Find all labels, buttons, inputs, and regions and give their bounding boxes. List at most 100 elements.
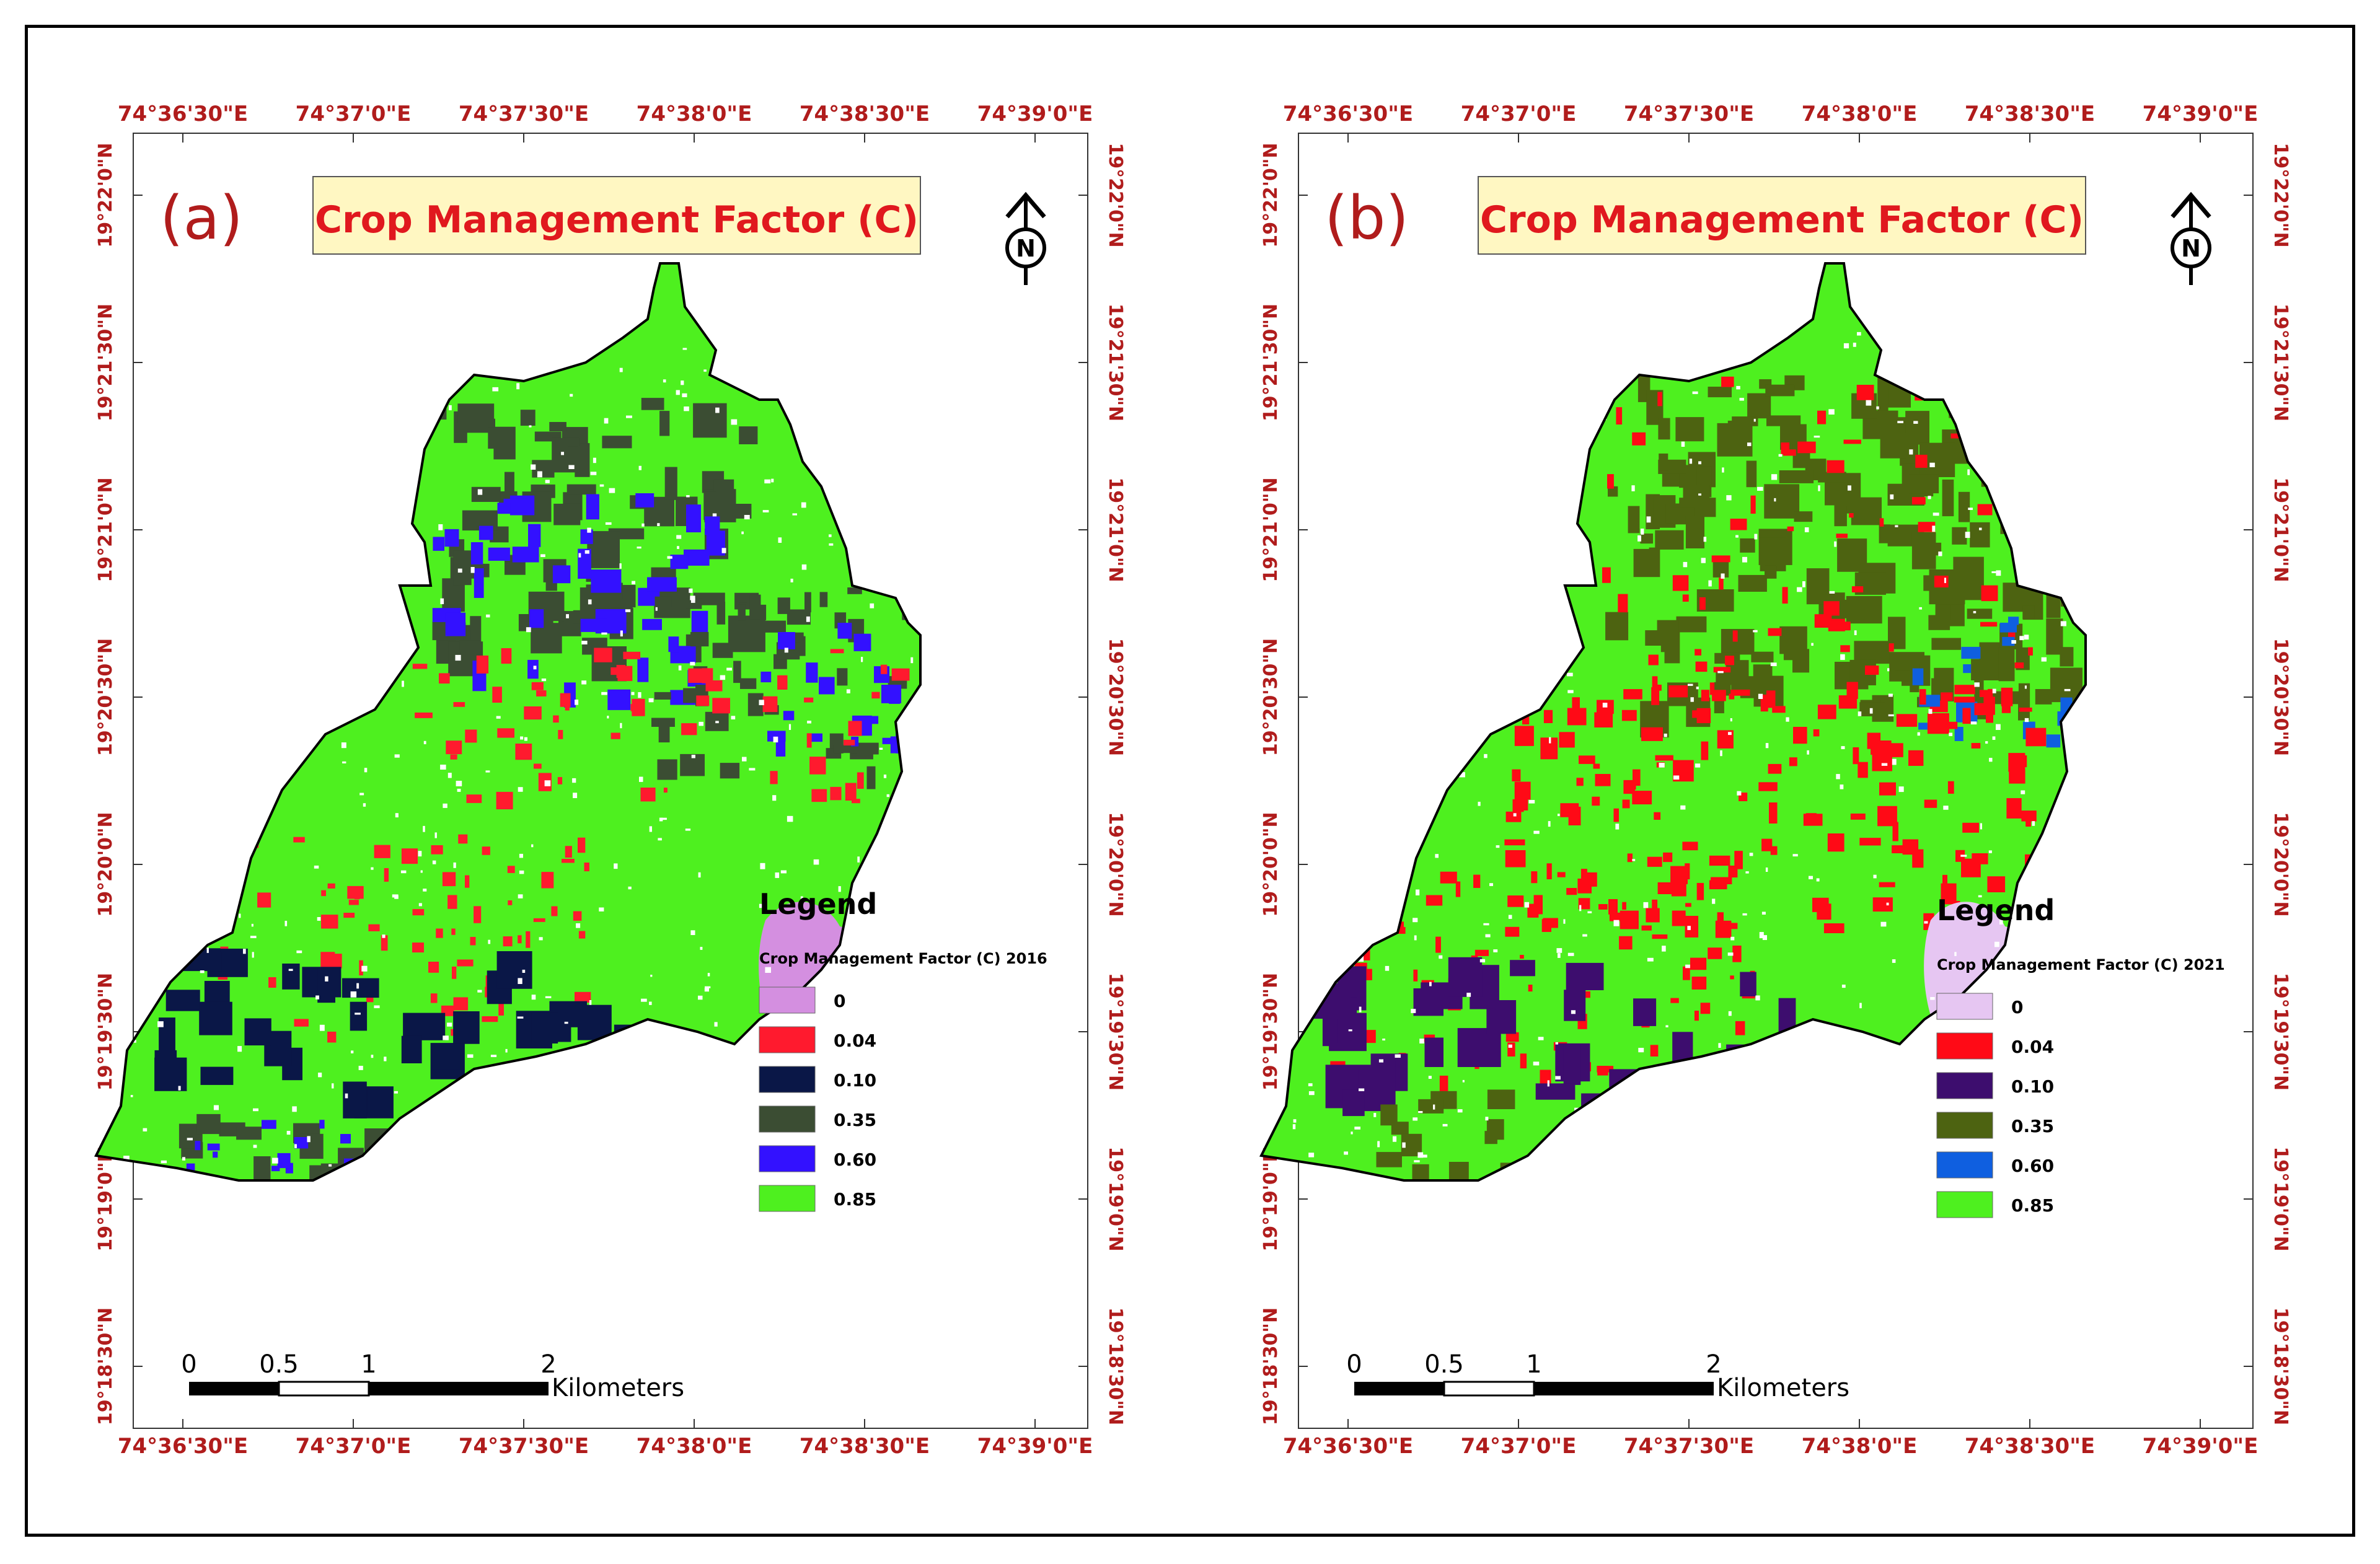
landcover-patch-0.04 xyxy=(1696,882,1704,900)
landcover-base-0.85 xyxy=(1261,263,2086,1180)
landcover-patch-0.35 xyxy=(690,631,709,647)
landcover-nodata-speck xyxy=(342,761,346,763)
landcover-nodata-speck xyxy=(1967,469,1970,475)
landcover-patch-0.04 xyxy=(1896,714,1918,727)
landcover-patch-0.04 xyxy=(498,998,504,1016)
landcover-patch-0.04 xyxy=(401,848,418,864)
landcover-patch-0.04 xyxy=(845,783,857,801)
landcover-nodata-speck xyxy=(1970,721,1977,725)
landcover-nodata-speck xyxy=(123,1156,130,1161)
landcover-patch-0.10 xyxy=(244,1018,271,1046)
landcover-patch-0.04 xyxy=(551,906,558,916)
landcover-patch-0.04 xyxy=(848,721,862,736)
landcover-nodata-speck xyxy=(1290,672,1294,675)
landcover-patch-0.04 xyxy=(1585,991,1590,998)
landcover-patch-0.04 xyxy=(1889,643,1894,652)
landcover-patch-0.60 xyxy=(580,529,593,544)
landcover-nodata-speck xyxy=(1954,952,1957,956)
landcover-nodata-speck xyxy=(1685,964,1690,969)
landcover-nodata-speck xyxy=(182,1157,185,1161)
landcover-patch-0.60 xyxy=(1912,668,1924,685)
landcover-patch-0.04 xyxy=(1919,689,1926,705)
landcover-nodata-speck xyxy=(1587,911,1592,913)
landcover-patch-0.04 xyxy=(1962,708,1971,724)
landcover-patch-0.04 xyxy=(1595,774,1611,786)
landcover-nodata-speck xyxy=(518,787,523,792)
landcover-patch-0.04 xyxy=(458,834,468,844)
landcover-nodata-speck xyxy=(443,1035,449,1040)
landcover-patch-0.04 xyxy=(503,936,513,947)
landcover-nodata-speck xyxy=(1999,918,2003,925)
landcover-patch-0.35 xyxy=(1608,486,1618,497)
landcover-patch-0.04 xyxy=(696,695,710,706)
landcover-patch-0.04 xyxy=(1892,822,1898,841)
landcover-nodata-speck xyxy=(315,995,319,999)
landcover-nodata-speck xyxy=(2024,635,2029,640)
landcover-patch-0.04 xyxy=(1633,769,1641,786)
landcover-patch-0.04 xyxy=(1735,1021,1745,1035)
landcover-patch-0.60 xyxy=(433,537,444,551)
landcover-patch-0.60 xyxy=(294,1137,309,1149)
landcover-patch-0.04 xyxy=(1652,934,1668,939)
landcover-nodata-speck xyxy=(1485,934,1491,938)
landcover-patch-0.04 xyxy=(1961,858,1981,877)
landcover-patch-0.60 xyxy=(474,568,484,598)
landcover-patch-0.60 xyxy=(635,493,654,507)
lon-tick-label-top: 74°37'30"E xyxy=(459,102,589,126)
landcover-nodata-speck xyxy=(1479,959,1486,963)
landcover-nodata-speck xyxy=(1928,709,1933,714)
landcover-patch-0.35 xyxy=(683,688,696,703)
landcover-nodata-speck xyxy=(604,418,609,424)
landcover-patch-0.04 xyxy=(1814,614,1832,628)
landcover-nodata-speck xyxy=(1579,905,1582,912)
landcover-patch-0.04 xyxy=(688,668,702,683)
landcover-nodata-speck xyxy=(1643,902,1649,908)
lat-tick-label-left: 19°21'0"N xyxy=(1260,477,1282,582)
landcover-patch-0.04 xyxy=(1668,685,1688,698)
lat-tick-label-left: 19°20'30"N xyxy=(95,638,117,756)
landcover-patch-0.04 xyxy=(412,664,428,669)
landcover-patch-0.04 xyxy=(1520,955,1524,959)
landcover-patch-0.04 xyxy=(2009,769,2025,784)
lon-tick-label-top: 74°36'30"E xyxy=(118,102,248,126)
landcover-patch-0.04 xyxy=(1657,392,1662,406)
landcover-patch-0.35 xyxy=(2060,647,2074,667)
landcover-patch-0.35 xyxy=(1792,649,1810,673)
landcover-nodata-speck xyxy=(690,595,695,600)
landcover-nodata-speck xyxy=(178,1086,181,1091)
landcover-patch-0.04 xyxy=(1655,755,1673,761)
landcover-patch-0.35 xyxy=(658,719,670,743)
legend-label: 0.60 xyxy=(834,1149,876,1170)
landcover-patch-0.04 xyxy=(1836,534,1848,538)
landcover-nodata-speck xyxy=(568,465,575,469)
landcover-patch-0.04 xyxy=(1695,661,1708,672)
landcover-patch-0.04 xyxy=(1827,833,1844,852)
landcover-nodata-speck xyxy=(1848,485,1851,491)
landcover-patch-0.10 xyxy=(165,990,200,1011)
landcover-nodata-speck xyxy=(1413,918,1418,923)
landcover-patch-0.04 xyxy=(1783,449,1796,456)
landcover-patch-0.04 xyxy=(560,693,571,707)
landcover-patch-0.60 xyxy=(277,1153,291,1169)
landcover-nodata-speck xyxy=(1753,630,1758,633)
lat-tick-label-left: 19°19'0"N xyxy=(1260,1146,1282,1251)
landcover-patch-0.35 xyxy=(713,479,734,499)
landcover-nodata-speck xyxy=(1687,926,1691,930)
landcover-patch-0.60 xyxy=(552,565,571,584)
scale-bar-segment xyxy=(369,1382,549,1395)
lat-tick-label-right: 19°21'30"N xyxy=(1104,304,1126,421)
landcover-nodata-speck xyxy=(1818,485,1820,491)
landcover-nodata-speck xyxy=(1895,525,1898,527)
landcover-nodata-speck xyxy=(456,781,462,786)
landcover-patch-0.60 xyxy=(668,636,679,652)
landcover-patch-0.04 xyxy=(1730,975,1734,980)
landcover-patch-0.04 xyxy=(1474,949,1489,956)
landcover-patch-0.04 xyxy=(1700,1003,1711,1014)
landcover-patch-0.04 xyxy=(1699,597,1706,610)
legend-swatch xyxy=(759,986,816,1014)
lon-tick-label-bottom: 74°39'0"E xyxy=(2143,1434,2259,1459)
landcover-patch-0.04 xyxy=(1717,912,1724,927)
landcover-patch-0.04 xyxy=(1823,601,1840,616)
landcover-nodata-speck xyxy=(1886,902,1889,906)
landcover-nodata-speck xyxy=(1385,965,1390,971)
